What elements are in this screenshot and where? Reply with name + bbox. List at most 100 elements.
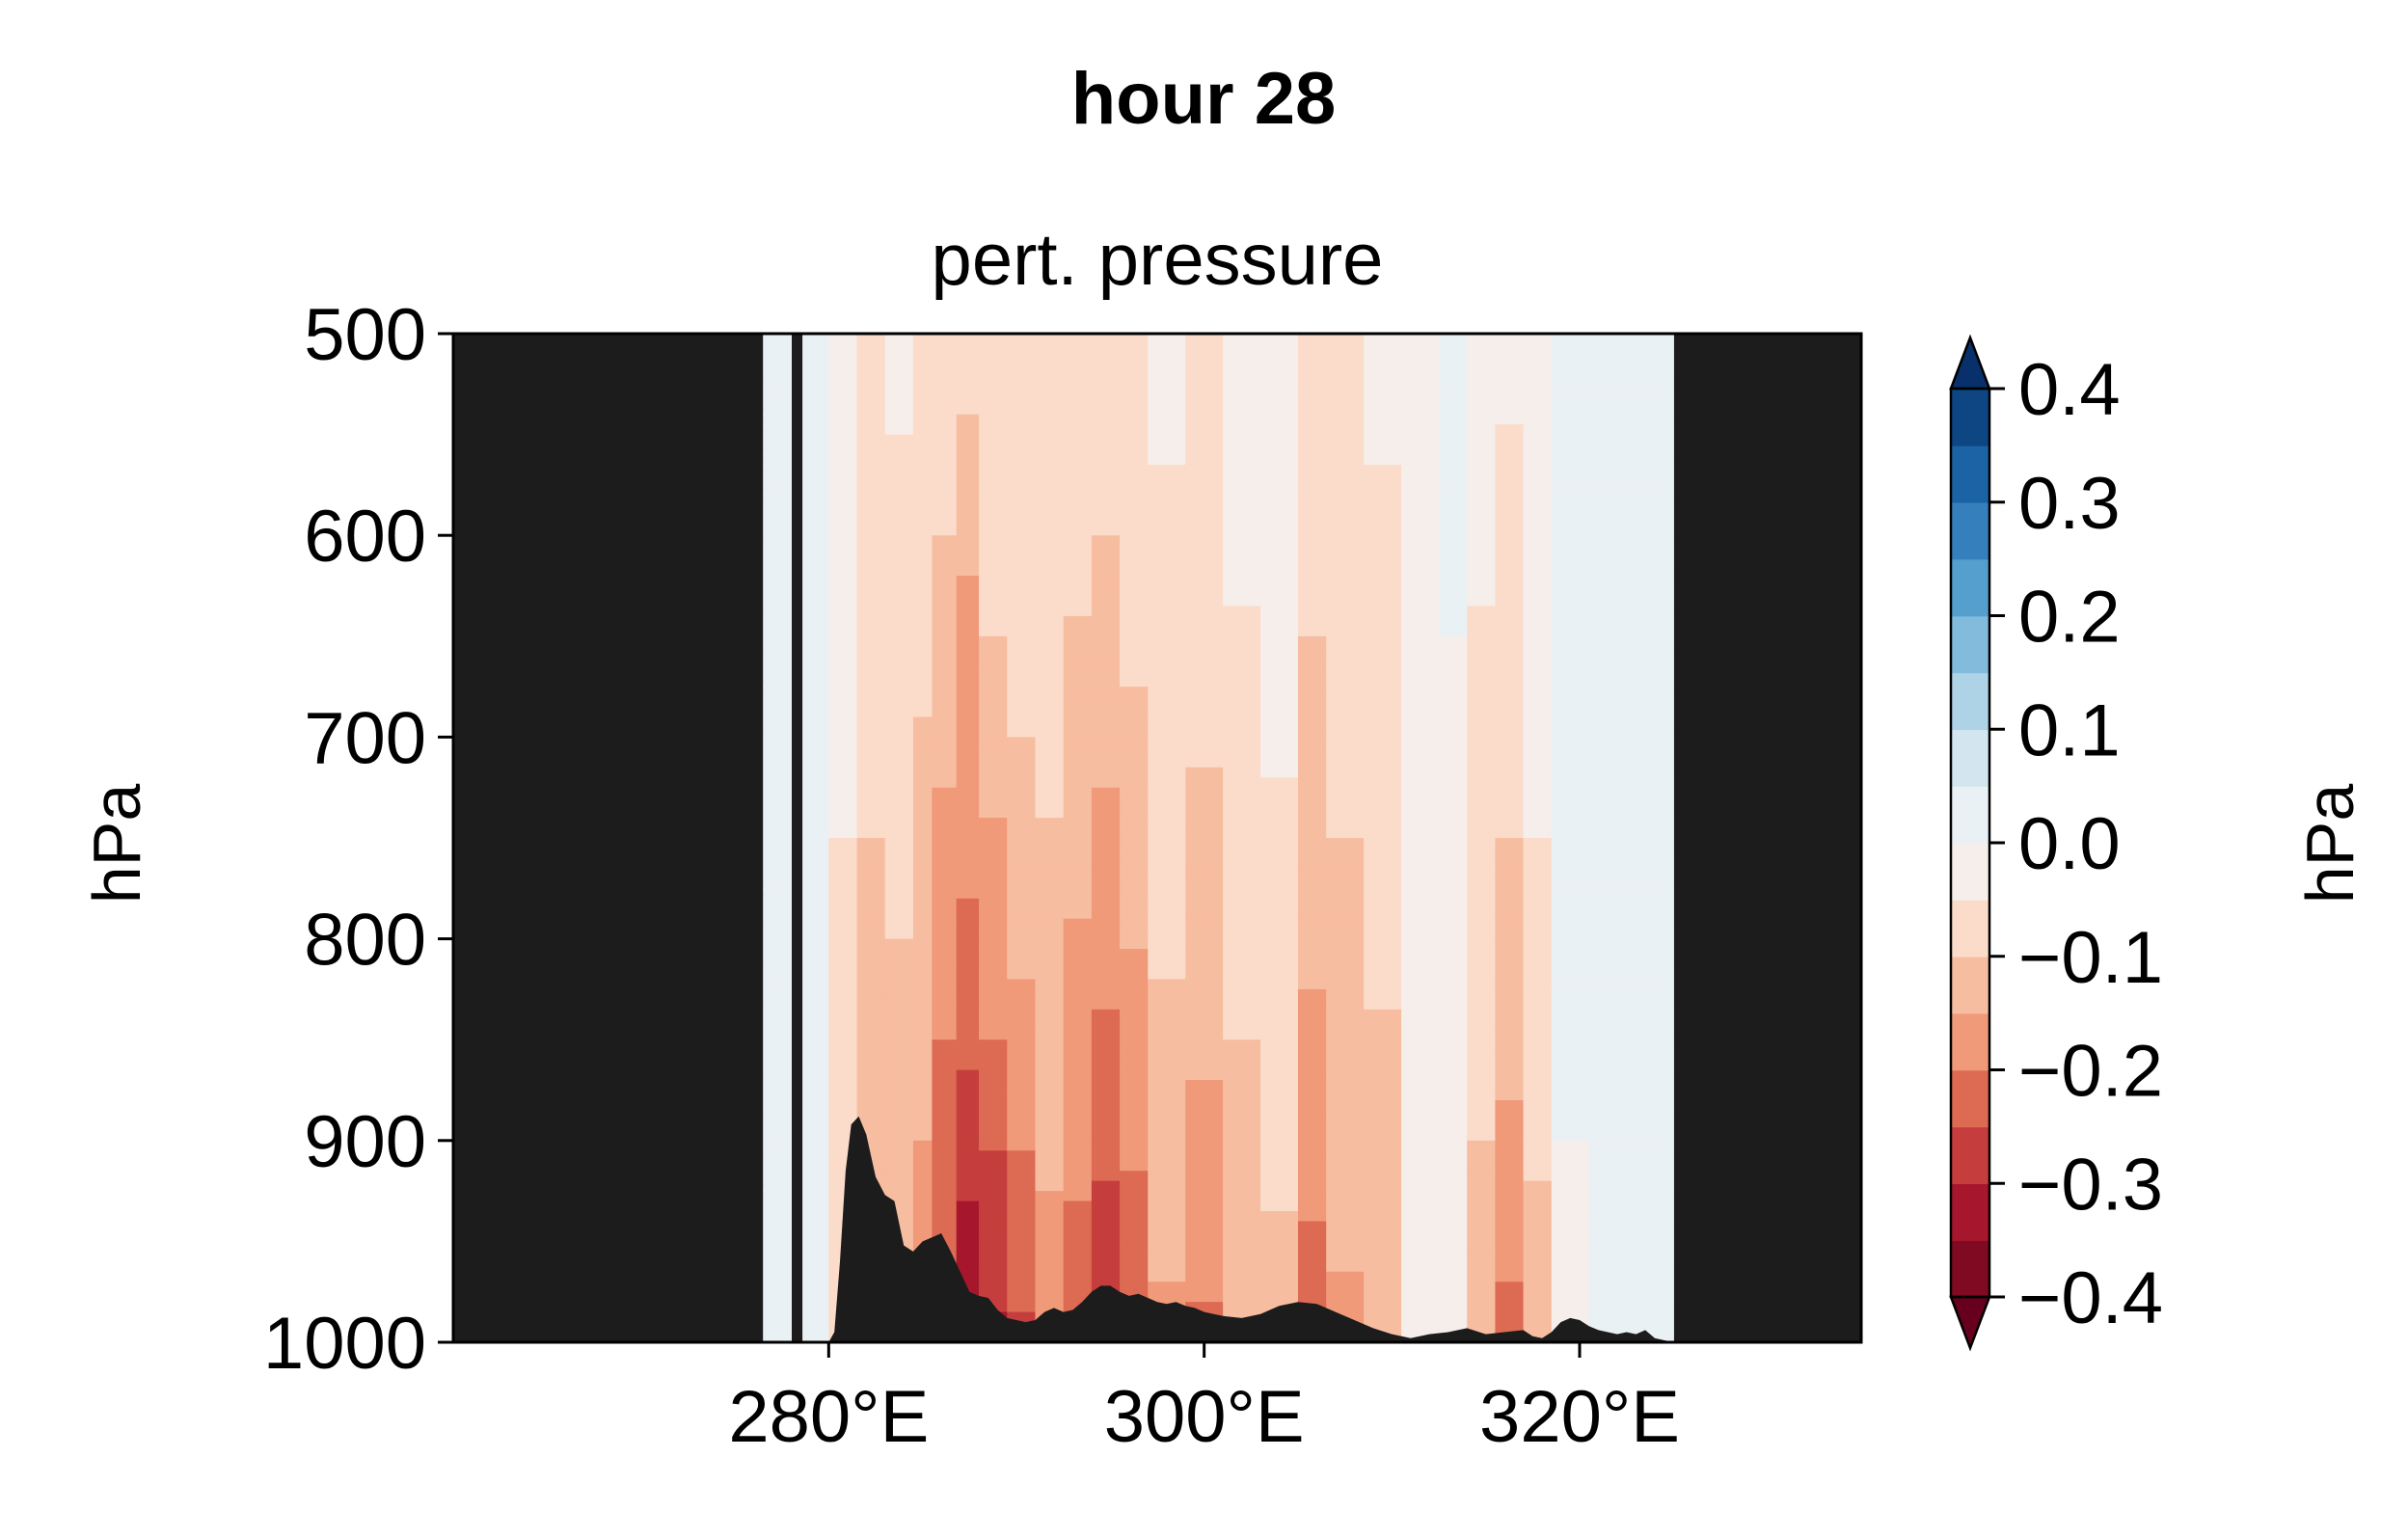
field-cell [1401, 1120, 1440, 1131]
field-cell [1551, 737, 1590, 748]
field-cell [912, 454, 933, 466]
field-cell [856, 595, 886, 607]
field-cell [884, 1039, 914, 1051]
field-cell [856, 555, 886, 567]
field-cell [1007, 696, 1037, 708]
field-cell [1148, 787, 1186, 798]
field-cell [1523, 424, 1553, 436]
field-cell [1185, 857, 1224, 869]
colorbar-tick-label: 0.2 [2018, 577, 2121, 659]
field-cell [802, 454, 829, 466]
field-cell [1588, 827, 1674, 839]
field-cell [884, 838, 914, 850]
field-cell [1091, 1110, 1121, 1121]
field-cell [1091, 1241, 1121, 1253]
field-cell [1523, 393, 1553, 405]
field-cell [912, 807, 933, 819]
field-cell [1063, 535, 1093, 547]
field-cell [1223, 1211, 1261, 1223]
field-cell [1298, 1291, 1327, 1303]
field-cell [884, 353, 914, 364]
field-cell [1364, 1230, 1402, 1242]
field-cell [1007, 1029, 1037, 1040]
field-cell [1588, 999, 1674, 1011]
field-cell [1523, 676, 1553, 688]
field-cell [1091, 696, 1121, 708]
field-cell [1007, 656, 1037, 667]
field-cell [932, 484, 958, 496]
field-cell [932, 1140, 958, 1151]
field-cell [1326, 716, 1365, 728]
field-cell [1551, 545, 1590, 556]
field-cell [956, 1171, 980, 1182]
field-cell [1401, 807, 1440, 819]
field-cell [884, 979, 914, 990]
field-cell [1260, 1251, 1299, 1262]
field-cell [1007, 1191, 1037, 1202]
field-cell [1185, 484, 1224, 496]
field-cell [1223, 555, 1261, 567]
field-cell [1148, 1180, 1186, 1192]
field-cell [1523, 1241, 1553, 1253]
field-cell [1223, 515, 1261, 526]
field-cell [1551, 1302, 1590, 1313]
field-cell [1467, 1191, 1496, 1202]
field-cell [1260, 414, 1299, 425]
field-cell [1298, 364, 1327, 375]
field-cell [1495, 393, 1525, 405]
field-cell [912, 848, 933, 859]
field-cell [1364, 373, 1402, 385]
field-cell [1007, 414, 1037, 425]
field-cell [1185, 515, 1224, 526]
field-cell [1588, 626, 1674, 637]
field-cell [1260, 1090, 1299, 1101]
field-cell [1401, 1211, 1440, 1223]
field-cell [1260, 676, 1299, 688]
field-cell [912, 1180, 933, 1192]
field-cell [1091, 384, 1121, 395]
field-cell [1091, 1180, 1121, 1192]
field-cell [1523, 868, 1553, 879]
field-cell [1298, 949, 1327, 960]
field-cell [763, 1029, 792, 1040]
field-cell [1148, 1039, 1186, 1051]
field-cell [1223, 908, 1261, 920]
field-cell [828, 979, 858, 990]
field-cell [828, 585, 858, 597]
field-cell [1120, 848, 1149, 859]
field-cell [1401, 504, 1440, 516]
field-cell [1326, 1291, 1365, 1303]
field-cell [979, 1160, 1008, 1172]
colorbar-segment [1951, 843, 1989, 901]
field-cell [1035, 373, 1065, 385]
field-cell [1364, 353, 1402, 364]
field-cell [1035, 424, 1065, 436]
field-cell [1523, 1069, 1553, 1081]
field-cell [1091, 968, 1121, 981]
field-cell [956, 1060, 980, 1071]
field-cell [828, 615, 858, 627]
field-cell [956, 1110, 980, 1121]
field-cell [1091, 565, 1121, 577]
field-cell [763, 414, 792, 425]
field-cell [1588, 384, 1674, 395]
field-cell [1148, 434, 1186, 445]
field-cell [1588, 495, 1674, 506]
field-cell [956, 1039, 980, 1051]
field-cell [1523, 1009, 1553, 1020]
field-cell [1439, 535, 1468, 547]
field-cell [912, 545, 933, 556]
field-cell [1523, 1160, 1553, 1172]
field-cell [1091, 1049, 1121, 1061]
field-cell [1091, 767, 1121, 778]
field-cell [1467, 1060, 1496, 1071]
field-column [956, 334, 980, 1343]
field-cell [1551, 515, 1590, 526]
field-cell [1523, 1261, 1553, 1273]
field-cell [763, 504, 792, 516]
field-cell [979, 1271, 1008, 1282]
field-cell [912, 1099, 933, 1112]
field-cell [1495, 807, 1525, 819]
field-cell [1401, 606, 1440, 617]
field-cell [856, 787, 886, 798]
